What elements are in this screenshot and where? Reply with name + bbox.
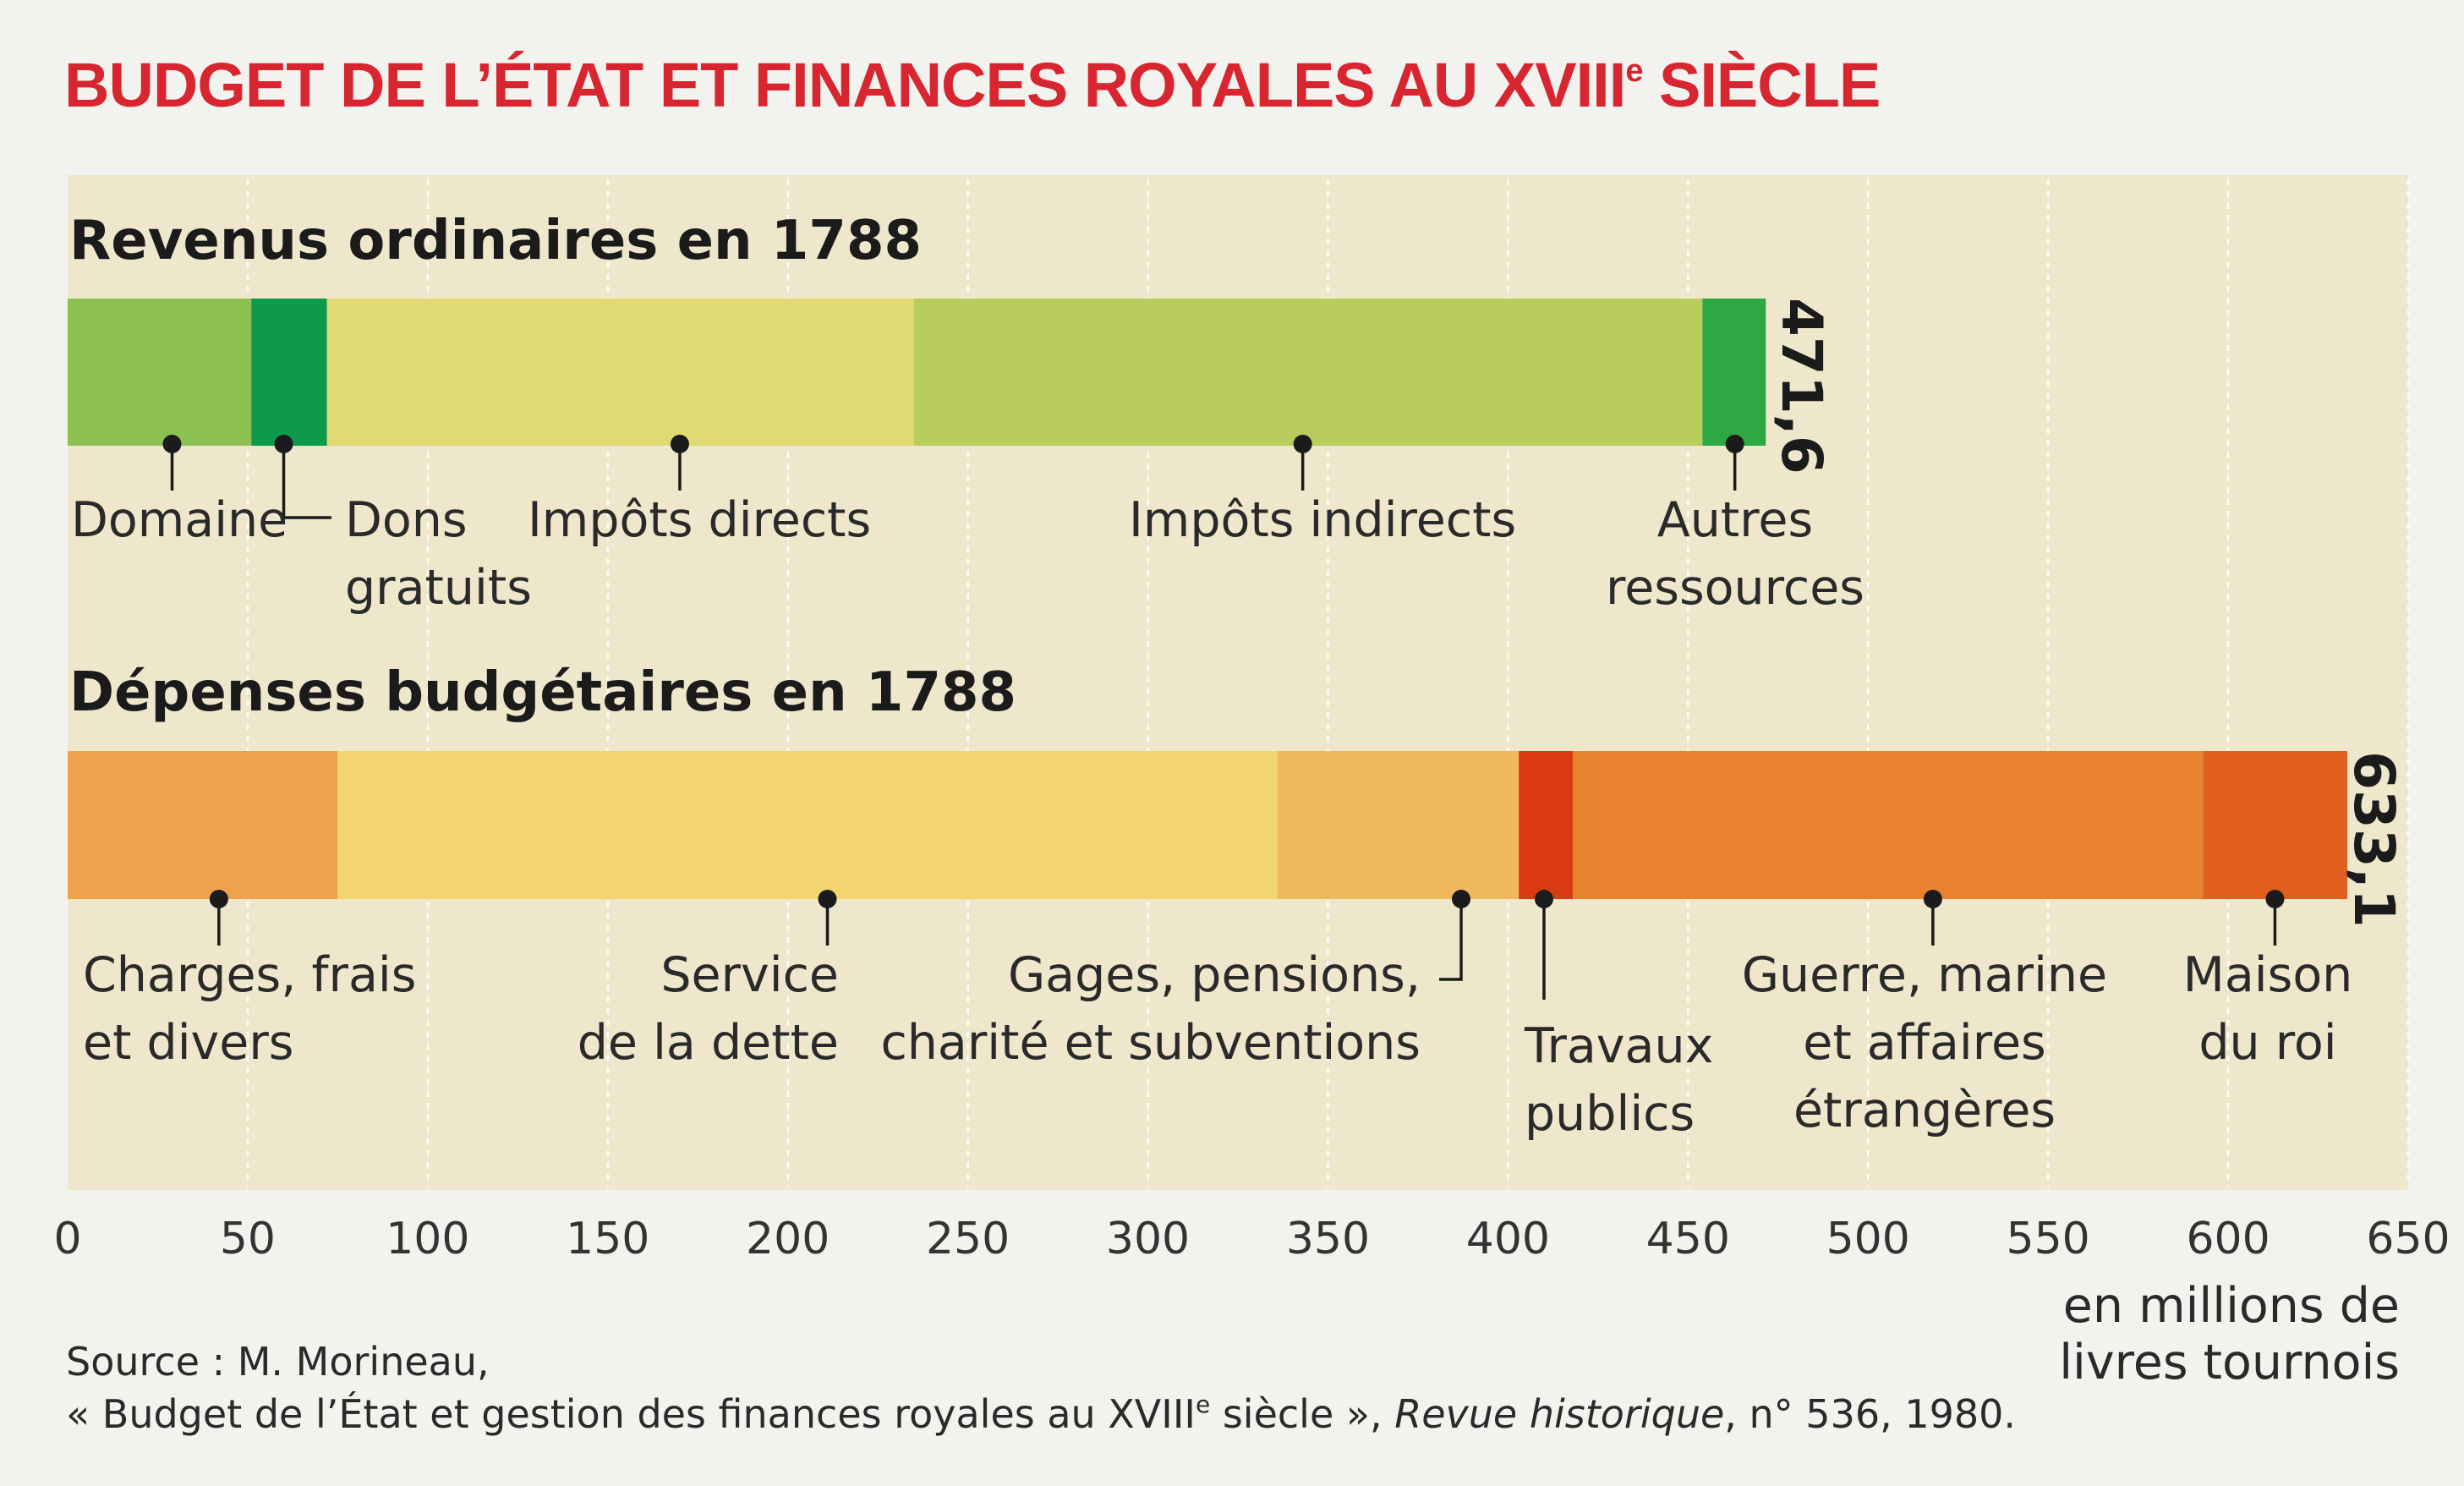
depenses-section-title: Dépenses budgétaires en 1788: [69, 661, 1016, 724]
x-tick-label: 50: [220, 1214, 276, 1264]
axis-unit-line1: en millions de: [2063, 1278, 2400, 1334]
guerre-dot: [1923, 890, 1942, 908]
x-tick-label: 500: [1826, 1214, 1910, 1264]
label-gages: Gages, pensions,: [1008, 947, 1421, 1003]
revenus-segment-3: [913, 299, 1703, 446]
charges-dot: [209, 890, 228, 908]
label-impots-directs: Impôts directs: [528, 492, 871, 548]
label-guerre: Guerre, marine: [1742, 947, 2107, 1003]
dette-dot: [818, 890, 837, 908]
depenses-segment-5: [2203, 751, 2348, 899]
dons-gratuits-dot: [274, 435, 293, 453]
domaine-dot: [162, 435, 182, 453]
depenses-total: 633,1: [2341, 751, 2407, 928]
x-tick-label: 0: [53, 1214, 81, 1264]
depenses-segment-3: [1519, 751, 1574, 899]
x-axis-ticks: 0 50 100 150 200 250 300 350 400 450 500 550 600 650: [53, 1214, 2450, 1264]
x-tick-label: 100: [386, 1214, 469, 1264]
revenus-segment-2: [326, 299, 914, 446]
travaux-dot: [1534, 890, 1553, 908]
chart-title: BUDGET DE L’ÉTAT ET FINANCES ROYALES AU …: [64, 50, 1880, 120]
axis-unit-line2: livres tournois: [2059, 1335, 2400, 1390]
label-domaine: Domaine: [71, 492, 287, 548]
source-line1: Source : M. Morineau,: [66, 1339, 490, 1385]
revenus-bar: [68, 299, 1766, 446]
x-tick-label: 650: [2366, 1214, 2450, 1264]
label-maison: du roi: [2198, 1015, 2336, 1071]
gages-dot: [1452, 890, 1471, 908]
depenses-segment-1: [337, 751, 1278, 899]
label-travaux: Travaux: [1524, 1018, 1713, 1074]
impots-indirects-dot: [1293, 435, 1312, 453]
impots-directs-dot: [670, 435, 689, 453]
depenses-bar: [68, 751, 2348, 899]
revenus-leaders: [162, 435, 1744, 519]
depenses-segment-0: [68, 751, 338, 899]
x-tick-label: 300: [1106, 1214, 1190, 1264]
revenus-segment-4: [1702, 299, 1766, 446]
label-travaux: publics: [1525, 1086, 1695, 1142]
label-dons-gratuits: Dons: [345, 492, 468, 548]
label-impots-indirects: Impôts indirects: [1129, 492, 1516, 548]
depenses-leaders: [209, 890, 2285, 1000]
x-tick-label: 150: [566, 1214, 649, 1264]
label-dette: de la dette: [578, 1015, 839, 1071]
dons-gratuits-leader: [282, 444, 331, 519]
source-line2: « Budget de l’État et gestion des financ…: [66, 1390, 2016, 1437]
label-gages: charité et subventions: [880, 1015, 1421, 1071]
label-dons-gratuits: gratuits: [345, 560, 532, 616]
label-guerre: et affaires: [1803, 1015, 2045, 1071]
label-autres-ressources: ressources: [1606, 560, 1864, 616]
depenses-segment-4: [1573, 751, 2204, 899]
x-tick-label: 450: [1646, 1214, 1730, 1264]
label-maison: Maison: [2183, 947, 2353, 1003]
depenses-labels: Charges, frais et divers Service de la dett…: [83, 947, 2352, 1142]
gages-leader: [1439, 899, 1463, 981]
depenses-segment-2: [1277, 751, 1519, 899]
label-autres-ressources: Autres: [1657, 492, 1813, 548]
revenus-section-title: Revenus ordinaires en 1788: [69, 210, 922, 272]
x-tick-label: 400: [1466, 1214, 1550, 1264]
maison-dot: [2265, 890, 2285, 908]
x-tick-label: 200: [746, 1214, 830, 1264]
autres-ressources-dot: [1725, 435, 1744, 453]
label-charges: Charges, frais: [83, 947, 416, 1003]
revenus-segment-1: [251, 299, 327, 446]
label-guerre: étrangères: [1793, 1083, 2056, 1138]
x-tick-label: 350: [1286, 1214, 1370, 1264]
label-charges: et divers: [83, 1015, 294, 1071]
revenus-segment-0: [68, 299, 252, 446]
revenus-labels: Domaine Dons gratuits Impôts directs Impôts …: [71, 492, 1864, 616]
label-dette: Service: [660, 947, 839, 1003]
x-tick-label: 550: [2007, 1214, 2090, 1264]
revenus-total: 471,6: [1769, 298, 1834, 474]
x-tick-label: 600: [2186, 1214, 2270, 1264]
x-tick-label: 250: [926, 1214, 1010, 1264]
